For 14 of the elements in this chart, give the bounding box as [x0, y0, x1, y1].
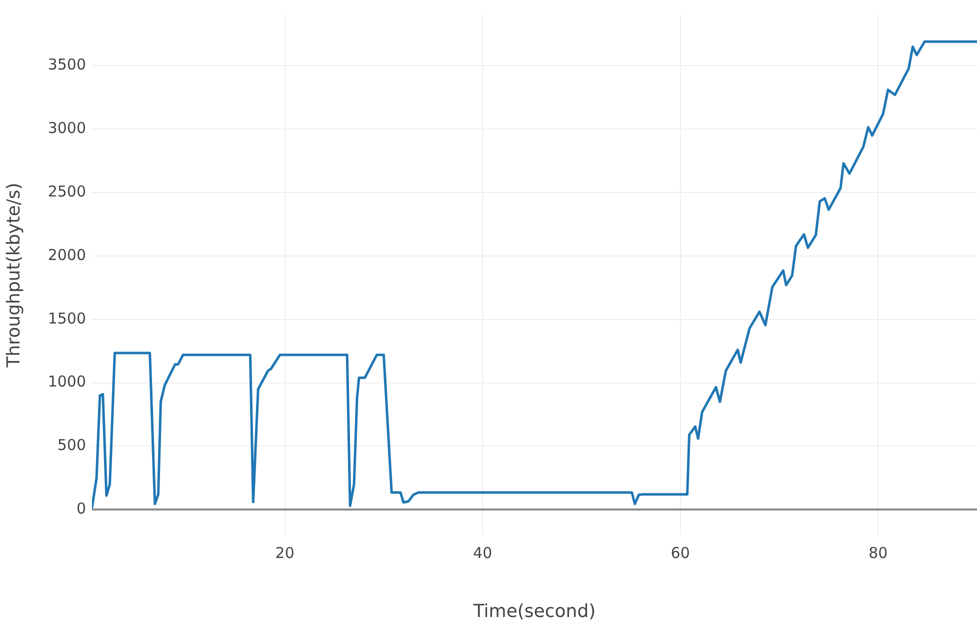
x-tick-label: 80 [868, 544, 888, 562]
y-tick-label: 2000 [48, 246, 86, 264]
y-axis-title: Throughput(kbyte/s) [3, 182, 24, 368]
y-tick-label: 1000 [48, 372, 86, 391]
x-tick-label: 60 [670, 544, 690, 562]
y-tick-label: 3500 [48, 56, 86, 74]
y-tick-label: 3000 [48, 119, 86, 138]
y-tick-label: 500 [57, 436, 86, 454]
x-tick-label: 20 [275, 544, 294, 562]
y-tick-label: 0 [76, 500, 86, 518]
x-axis-title: Time(second) [472, 600, 596, 622]
y-tick-label: 2500 [48, 182, 86, 200]
y-tick-label: 1500 [48, 309, 86, 328]
x-tick-label: 40 [473, 544, 492, 562]
